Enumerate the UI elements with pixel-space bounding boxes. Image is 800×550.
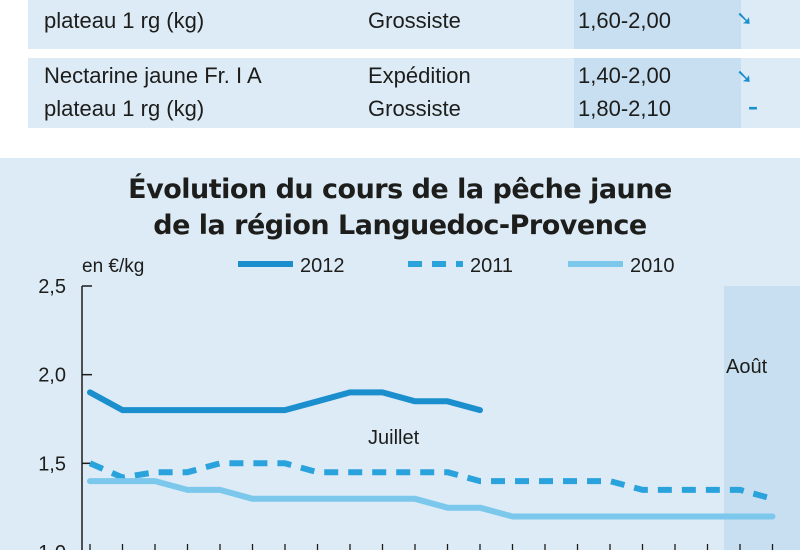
trend-stable-icon: – <box>748 95 758 119</box>
chart-panel <box>0 158 800 550</box>
chart-series <box>87 389 776 520</box>
y-tick-label: 2,0 <box>38 365 66 387</box>
table-row-divider <box>28 49 800 58</box>
product-label: plateau 1 rg (kg) <box>44 96 205 121</box>
series-line-2011 <box>88 460 774 502</box>
y-tick-label: 1,0 <box>38 542 66 550</box>
price-column-band <box>574 0 741 128</box>
stage-label: Grossiste <box>368 8 461 33</box>
series-line-2012 <box>87 389 483 414</box>
series-line-2010 <box>87 478 776 520</box>
month-label-august: Août <box>726 356 768 378</box>
y-axis-ticks: 2,5 2,0 1,5 1,0 <box>38 276 92 550</box>
legend-label-2010: 2010 <box>630 255 675 277</box>
legend-label-2012: 2012 <box>300 255 345 277</box>
product-label: plateau 1 rg (kg) <box>44 8 205 33</box>
price-table <box>28 0 800 128</box>
trend-down-icon: ➘ <box>736 64 753 88</box>
chart-title-line1: Évolution du cours de la pêche jaune <box>128 174 672 205</box>
y-axis-label: en €/kg <box>82 256 144 277</box>
price-range: 1,80-2,10 <box>578 96 671 121</box>
legend-label-2011: 2011 <box>470 255 513 277</box>
price-range: 1,60-2,00 <box>578 8 671 33</box>
month-label-july: Juillet <box>368 427 420 449</box>
y-tick-label: 1,5 <box>38 453 66 475</box>
price-range: 1,40-2,00 <box>578 63 671 88</box>
trend-down-icon: ➘ <box>736 6 753 30</box>
chart-legend: 2012 2011 2010 <box>238 255 675 277</box>
chart-title-line2: de la région Languedoc-Provence <box>153 210 647 241</box>
x-axis-ticks <box>89 544 774 550</box>
product-label: Nectarine jaune Fr. I A <box>44 63 262 88</box>
stage-label: Grossiste <box>368 96 461 121</box>
stage-label: Expédition <box>368 63 471 88</box>
august-band <box>724 286 800 550</box>
y-tick-label: 2,5 <box>38 276 66 298</box>
